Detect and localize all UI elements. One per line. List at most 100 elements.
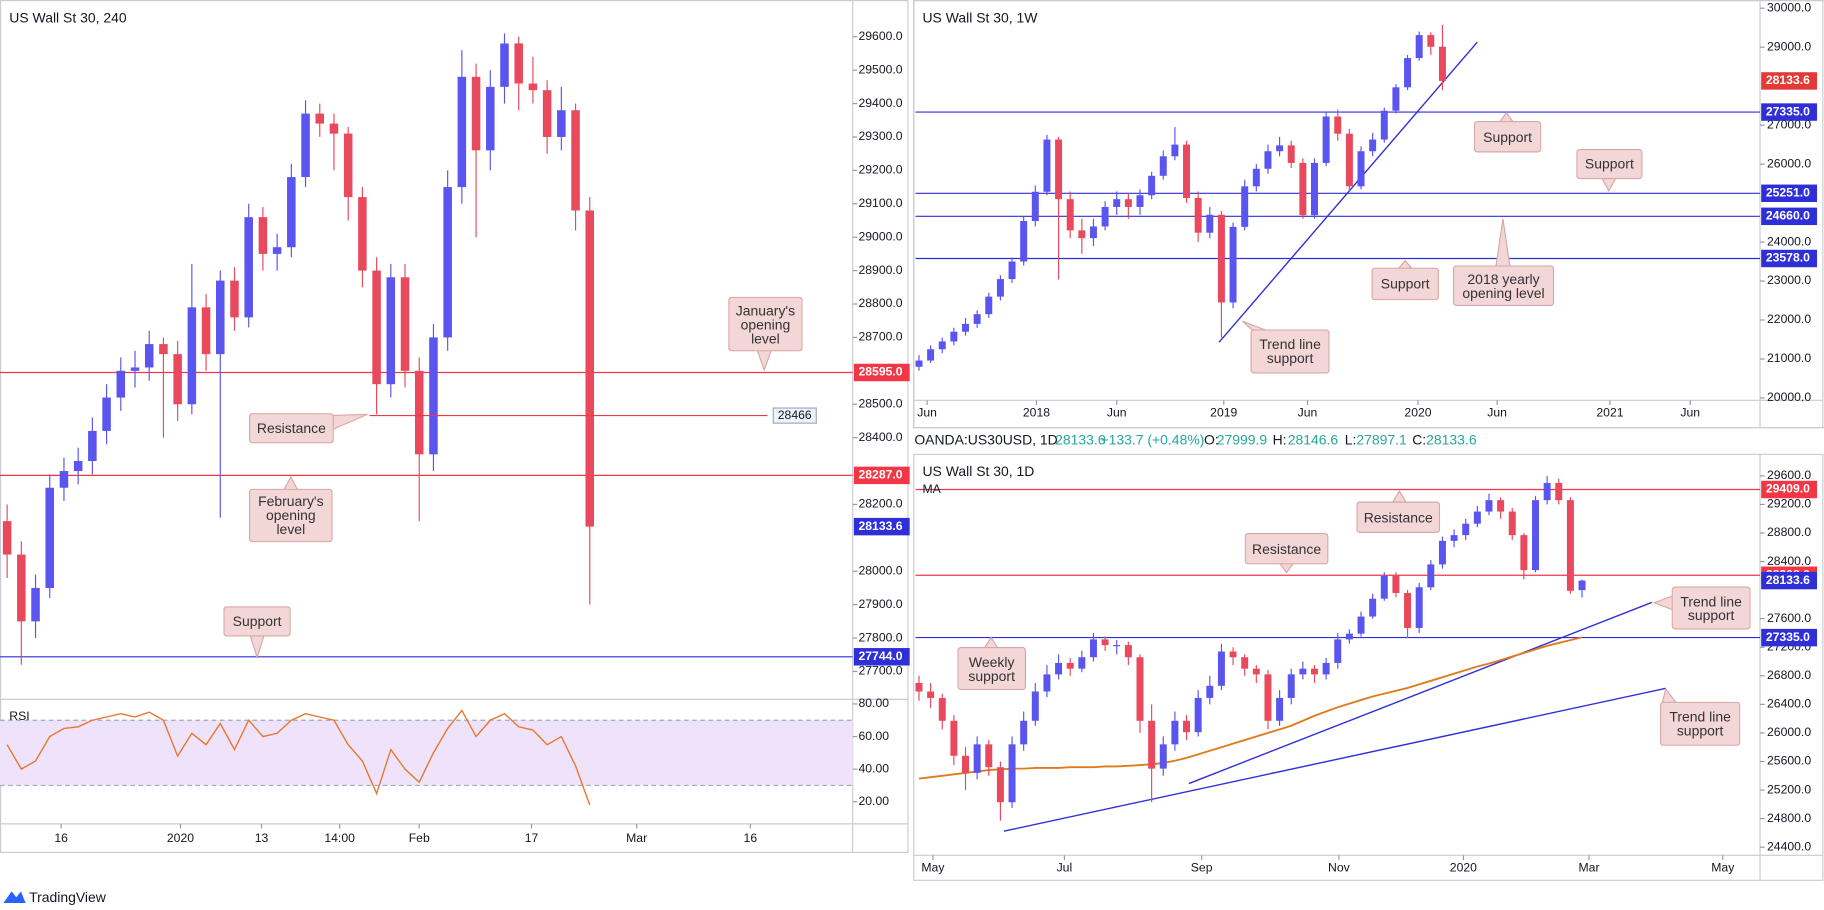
annotation-box: Support — [1576, 148, 1643, 180]
trend-line — [1188, 601, 1653, 785]
candle-body — [1369, 139, 1377, 152]
level-label: 27335.0 — [1766, 104, 1810, 118]
y-tick-label: 20000.0 — [1767, 390, 1811, 404]
candle-body — [1148, 175, 1156, 196]
x-tick-label: May — [1711, 860, 1735, 874]
candle-body — [1217, 651, 1225, 686]
y-tick-label: 25600.0 — [1767, 754, 1811, 768]
y-tick-label: 29500.0 — [858, 62, 902, 76]
candle-body — [571, 110, 580, 211]
legend-ohlc-label: H: — [1273, 432, 1287, 448]
x-tick-label: 14:00 — [324, 831, 355, 845]
y-tick-label: 28700.0 — [858, 330, 902, 344]
candle-body — [1066, 199, 1074, 231]
candle-body — [915, 682, 923, 692]
candle-body — [996, 279, 1004, 297]
candle-body — [1171, 144, 1179, 157]
x-tick-label: Mar — [626, 831, 647, 845]
x-tick-label: 2018 — [1023, 405, 1050, 419]
annotation: February's opening level — [248, 488, 333, 543]
candle-body — [1089, 226, 1097, 239]
legend-ohlc-label: C: — [1412, 432, 1426, 448]
candle-body — [938, 341, 946, 350]
candle-body — [315, 113, 325, 124]
annotation-box: 2018 yearly opening level — [1452, 265, 1555, 307]
candle-body — [329, 123, 339, 134]
candle-body — [1473, 511, 1481, 524]
x-tick-label: Nov — [1328, 860, 1351, 874]
annotation-box: Weekly support — [957, 647, 1026, 691]
candle-body — [1276, 145, 1284, 152]
candle-body — [1404, 592, 1412, 628]
candle-body — [201, 307, 211, 355]
rsi-line — [6, 709, 591, 806]
y-tick-label: 28200.0 — [858, 497, 902, 511]
y-tick-label: 23000.0 — [1767, 273, 1811, 287]
last-price-tag — [1761, 72, 1818, 90]
last-price-label: 28133.6 — [1766, 573, 1810, 587]
candle-body — [1287, 674, 1295, 698]
candle-body — [1415, 35, 1423, 59]
annotation-box: Support — [1371, 267, 1439, 301]
annotation-box: Trend line support — [1659, 701, 1741, 746]
candle-body — [557, 110, 566, 137]
candle-body — [1206, 214, 1214, 233]
candle-body — [938, 697, 946, 721]
candle-body — [1322, 662, 1330, 675]
y-tick-label: 28800.0 — [1767, 525, 1811, 539]
x-tick-label: 16 — [744, 831, 758, 845]
candle-body — [1345, 133, 1353, 187]
segment-label: 28466 — [778, 408, 812, 422]
candle-body — [1241, 186, 1249, 227]
candle-body — [187, 307, 197, 405]
annotation: Weekly support — [957, 647, 1026, 691]
candle-body — [1183, 720, 1191, 733]
x-tick-label: 17 — [525, 831, 539, 845]
ma-label: MA — [922, 482, 941, 496]
last-price-tag — [1761, 571, 1818, 590]
candle-body — [985, 744, 993, 768]
candle-body — [1311, 668, 1318, 675]
legend-last: 28133.6 — [1055, 432, 1106, 448]
candle-body — [1078, 657, 1086, 669]
brand-name: TradingView — [29, 889, 107, 905]
annotation: Trend line support — [1671, 586, 1751, 630]
candle-body — [973, 314, 981, 324]
candle-body — [1345, 633, 1353, 640]
y-tick-label: 29100.0 — [858, 196, 902, 210]
y-tick-label: 20.00 — [858, 794, 889, 808]
candle-body — [927, 691, 935, 698]
y-tick-label: 28000.0 — [858, 563, 902, 577]
x-tick-label: Mar — [1579, 860, 1600, 874]
legend-ohlc-value: 28146.6 — [1288, 432, 1339, 448]
candle-body — [414, 370, 424, 455]
candle-body — [1264, 674, 1272, 721]
candle-body — [1055, 139, 1063, 200]
y-tick-label: 21000.0 — [1767, 351, 1811, 365]
candle-body — [429, 337, 438, 455]
candle-body — [1136, 657, 1144, 721]
candle-body — [973, 744, 981, 773]
candle-body — [17, 554, 26, 622]
candle-body — [1380, 575, 1388, 599]
candle-body — [1322, 116, 1330, 163]
candle-body — [1462, 523, 1470, 536]
y-tick-label: 25200.0 — [1767, 782, 1811, 796]
annotation-box: Trend line support — [1671, 586, 1751, 630]
segment-tag — [772, 407, 817, 424]
candle-body — [1311, 162, 1318, 216]
candle-body — [1543, 483, 1551, 501]
candle-body — [343, 133, 353, 198]
level-label: 24660.0 — [1766, 209, 1810, 223]
level-label: 29409.0 — [1766, 482, 1810, 496]
level-tag — [1761, 628, 1818, 647]
x-tick-label: Jun — [917, 405, 937, 419]
candle-body — [1252, 668, 1260, 675]
x-tick-label: 13 — [255, 831, 269, 845]
level-label: 28287.0 — [858, 468, 902, 482]
y-tick-label: 29300.0 — [858, 129, 902, 143]
candle-body — [1124, 199, 1132, 207]
legend-ohlc-value: 28133.6 — [1426, 432, 1477, 448]
candle-body — [1450, 535, 1458, 541]
candle-body — [31, 587, 40, 622]
